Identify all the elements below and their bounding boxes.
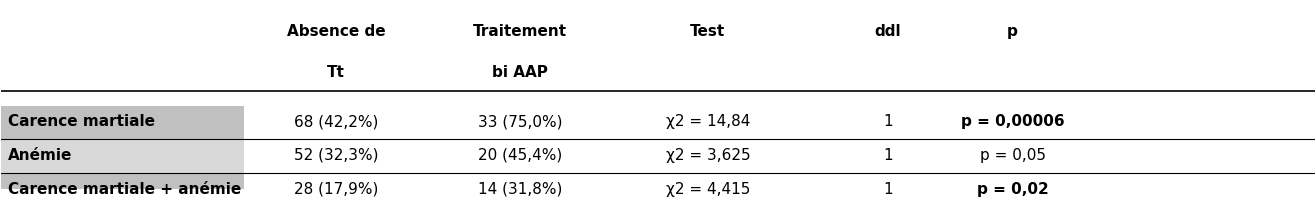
Text: 20 (45,4%): 20 (45,4%) — [478, 148, 562, 163]
Text: 28 (17,9%): 28 (17,9%) — [293, 182, 379, 197]
Text: p = 0,05: p = 0,05 — [979, 148, 1046, 163]
Text: 68 (42,2%): 68 (42,2%) — [293, 114, 379, 129]
Text: 14 (31,8%): 14 (31,8%) — [478, 182, 562, 197]
Text: ddl: ddl — [875, 24, 901, 39]
Text: Tt: Tt — [328, 65, 345, 80]
Text: p = 0,00006: p = 0,00006 — [961, 114, 1065, 129]
Text: bi AAP: bi AAP — [492, 65, 547, 80]
Text: Absence de: Absence de — [287, 24, 386, 39]
Text: χ2 = 14,84: χ2 = 14,84 — [666, 114, 750, 129]
Text: 33 (75,0%): 33 (75,0%) — [478, 114, 562, 129]
Text: p = 0,02: p = 0,02 — [976, 182, 1049, 197]
FancyBboxPatch shape — [1, 106, 245, 139]
Text: χ2 = 3,625: χ2 = 3,625 — [666, 148, 750, 163]
Text: 52 (32,3%): 52 (32,3%) — [293, 148, 379, 163]
FancyBboxPatch shape — [1, 139, 245, 173]
Text: p: p — [1007, 24, 1019, 39]
Text: Traitement: Traitement — [472, 24, 567, 39]
Text: Carence martiale: Carence martiale — [8, 114, 155, 129]
Text: Anémie: Anémie — [8, 148, 72, 163]
Text: Carence martiale + anémie: Carence martiale + anémie — [8, 182, 241, 197]
Text: 1: 1 — [883, 182, 892, 197]
Text: 1: 1 — [883, 114, 892, 129]
Text: χ2 = 4,415: χ2 = 4,415 — [666, 182, 750, 197]
FancyBboxPatch shape — [1, 173, 245, 198]
Text: Test: Test — [691, 24, 725, 39]
Text: 1: 1 — [883, 148, 892, 163]
